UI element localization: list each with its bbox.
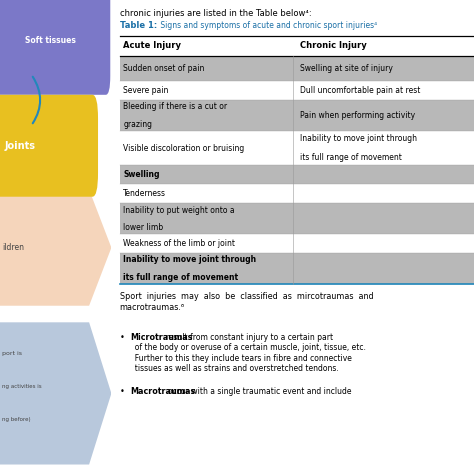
- Text: Weakness of the limb or joint: Weakness of the limb or joint: [123, 239, 235, 248]
- Text: result from constant injury to a certain part
  of the body or overuse of a cert: result from constant injury to a certain…: [130, 333, 366, 373]
- Text: grazing: grazing: [123, 119, 152, 128]
- Text: ng before): ng before): [2, 417, 31, 421]
- Text: Pain when performing activity: Pain when performing activity: [301, 111, 416, 120]
- Text: chronic injuries are listed in the Table below⁴:: chronic injuries are listed in the Table…: [120, 9, 311, 18]
- Text: Microtraumas: Microtraumas: [130, 333, 193, 342]
- Text: Macrotraumas: Macrotraumas: [130, 387, 196, 396]
- Text: Inability to move joint through: Inability to move joint through: [301, 134, 418, 143]
- Text: its full range of movement: its full range of movement: [123, 273, 238, 282]
- Text: Dull uncomfortable pain at rest: Dull uncomfortable pain at rest: [301, 86, 421, 95]
- Text: Inability to move joint through: Inability to move joint through: [123, 255, 256, 264]
- Text: Tenderness: Tenderness: [123, 190, 166, 198]
- Text: Sudden onset of pain: Sudden onset of pain: [123, 64, 205, 73]
- Text: •: •: [120, 333, 125, 342]
- Text: Swelling: Swelling: [123, 171, 160, 179]
- FancyBboxPatch shape: [0, 0, 110, 95]
- Polygon shape: [0, 322, 111, 465]
- Text: Sport  injuries  may  also  be  classified  as  mircotraumas  and
macrotraumas.⁶: Sport injuries may also be classified as…: [120, 292, 374, 312]
- Bar: [120, 56, 474, 81]
- Text: Chronic Injury: Chronic Injury: [301, 42, 367, 50]
- FancyBboxPatch shape: [0, 95, 98, 197]
- Text: Acute Injury: Acute Injury: [123, 42, 181, 50]
- Text: port is: port is: [2, 351, 22, 356]
- Text: Swelling at site of injury: Swelling at site of injury: [301, 64, 393, 73]
- Text: Visible discoloration or bruising: Visible discoloration or bruising: [123, 144, 245, 153]
- Bar: [120, 165, 474, 184]
- Text: Joints: Joints: [5, 141, 36, 151]
- Bar: [120, 100, 474, 131]
- Text: ng activities is: ng activities is: [2, 384, 42, 389]
- Text: Bleeding if there is a cut or: Bleeding if there is a cut or: [123, 102, 228, 111]
- Text: Signs and symptoms of acute and chronic sport injuries⁴: Signs and symptoms of acute and chronic …: [158, 21, 377, 30]
- Text: lower limb: lower limb: [123, 223, 164, 232]
- Text: its full range of movement: its full range of movement: [301, 153, 402, 162]
- Text: Inability to put weight onto a: Inability to put weight onto a: [123, 206, 235, 215]
- Bar: [120, 253, 474, 284]
- Bar: [120, 203, 474, 234]
- Text: Table 1:: Table 1:: [120, 21, 157, 30]
- Text: •: •: [120, 387, 125, 396]
- Text: occur with a single traumatic event and include: occur with a single traumatic event and …: [130, 387, 352, 396]
- Text: ildren: ildren: [2, 243, 24, 252]
- Polygon shape: [0, 190, 111, 306]
- Text: Severe pain: Severe pain: [123, 86, 169, 95]
- Text: Soft tissues: Soft tissues: [25, 36, 75, 45]
